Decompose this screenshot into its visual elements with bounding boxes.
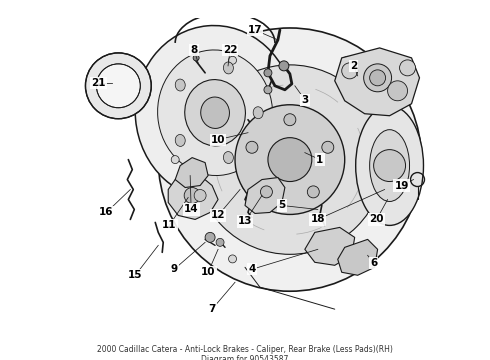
Text: 12: 12 bbox=[211, 211, 225, 220]
Ellipse shape bbox=[175, 79, 185, 91]
Circle shape bbox=[364, 64, 392, 92]
Text: 11: 11 bbox=[162, 220, 176, 230]
Text: 2: 2 bbox=[350, 61, 357, 71]
Polygon shape bbox=[338, 239, 378, 275]
Circle shape bbox=[216, 238, 224, 246]
Circle shape bbox=[228, 255, 237, 263]
Polygon shape bbox=[175, 158, 208, 188]
Circle shape bbox=[342, 63, 358, 79]
Text: 6: 6 bbox=[370, 258, 377, 268]
Circle shape bbox=[97, 64, 140, 108]
Text: 22: 22 bbox=[223, 45, 237, 55]
Text: 5: 5 bbox=[278, 201, 286, 211]
Ellipse shape bbox=[356, 106, 423, 225]
Text: 10: 10 bbox=[201, 267, 215, 277]
Ellipse shape bbox=[158, 50, 272, 176]
Circle shape bbox=[228, 56, 237, 64]
Text: 7: 7 bbox=[208, 304, 216, 314]
Text: 14: 14 bbox=[184, 204, 198, 215]
Circle shape bbox=[85, 53, 151, 119]
Circle shape bbox=[253, 127, 259, 133]
Polygon shape bbox=[168, 172, 218, 220]
Ellipse shape bbox=[253, 107, 263, 119]
Circle shape bbox=[322, 141, 334, 153]
Circle shape bbox=[343, 56, 351, 64]
Circle shape bbox=[194, 189, 206, 202]
Text: 19: 19 bbox=[394, 180, 409, 190]
Ellipse shape bbox=[201, 97, 229, 129]
Circle shape bbox=[261, 186, 272, 198]
Ellipse shape bbox=[135, 26, 295, 200]
Circle shape bbox=[193, 55, 199, 61]
Circle shape bbox=[284, 114, 296, 126]
Circle shape bbox=[388, 81, 408, 101]
Circle shape bbox=[343, 255, 351, 263]
Text: 18: 18 bbox=[311, 215, 325, 224]
Circle shape bbox=[205, 233, 215, 242]
Ellipse shape bbox=[223, 152, 233, 163]
Circle shape bbox=[307, 186, 319, 198]
Text: 9: 9 bbox=[171, 264, 178, 274]
Text: 17: 17 bbox=[247, 25, 262, 35]
Text: 16: 16 bbox=[99, 207, 114, 217]
Text: 3: 3 bbox=[301, 95, 308, 105]
Polygon shape bbox=[305, 228, 355, 265]
Circle shape bbox=[195, 65, 385, 254]
Text: 2000 Cadillac Catera - Anti-Lock Brakes - Caliper, Rear Brake (Less Pads)(RH)
Di: 2000 Cadillac Catera - Anti-Lock Brakes … bbox=[97, 345, 393, 360]
Circle shape bbox=[184, 188, 200, 203]
Circle shape bbox=[268, 138, 312, 181]
Ellipse shape bbox=[175, 134, 185, 147]
Circle shape bbox=[400, 156, 409, 163]
Text: 8: 8 bbox=[191, 45, 198, 55]
Polygon shape bbox=[245, 177, 285, 213]
Circle shape bbox=[171, 156, 179, 163]
Text: 21: 21 bbox=[91, 78, 106, 88]
Text: 13: 13 bbox=[238, 216, 252, 226]
Circle shape bbox=[235, 105, 345, 215]
Text: 15: 15 bbox=[128, 270, 143, 280]
Circle shape bbox=[264, 69, 272, 77]
Circle shape bbox=[374, 150, 406, 181]
Text: 1: 1 bbox=[316, 154, 323, 165]
Circle shape bbox=[246, 141, 258, 153]
Circle shape bbox=[369, 70, 386, 86]
Circle shape bbox=[264, 86, 272, 94]
Ellipse shape bbox=[185, 80, 245, 146]
Text: 4: 4 bbox=[248, 264, 256, 274]
Text: 10: 10 bbox=[211, 135, 225, 145]
Circle shape bbox=[158, 28, 421, 291]
Text: 20: 20 bbox=[369, 215, 384, 224]
Ellipse shape bbox=[223, 62, 233, 74]
Circle shape bbox=[279, 61, 289, 71]
Polygon shape bbox=[335, 48, 419, 116]
Circle shape bbox=[399, 60, 416, 76]
Ellipse shape bbox=[369, 130, 410, 202]
